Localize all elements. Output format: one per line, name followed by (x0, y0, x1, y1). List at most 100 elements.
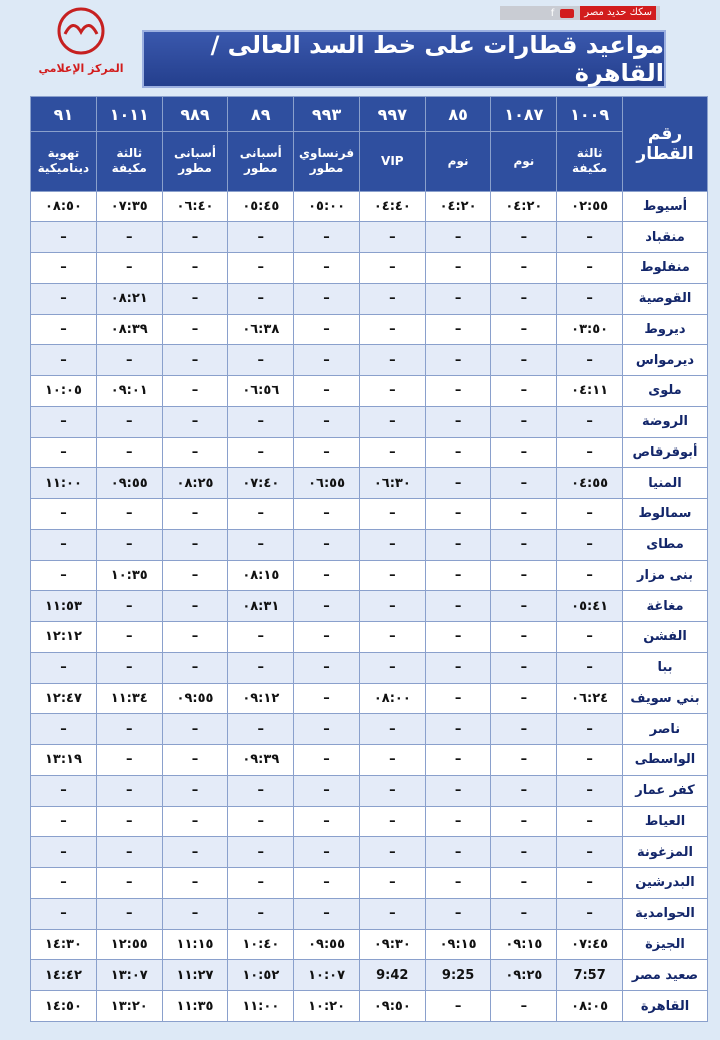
departure-time: ١٠:٥٢ (227, 959, 295, 992)
departure-time: – (227, 221, 295, 254)
departure-time: – (95, 590, 163, 623)
departure-time: – (30, 805, 97, 838)
departure-time: – (293, 221, 360, 254)
departure-time: – (358, 221, 426, 254)
departure-time: – (424, 467, 492, 500)
departure-time: ٠٤:٥٥ (556, 467, 623, 500)
departure-time: – (490, 682, 558, 715)
departure-time: – (424, 774, 492, 807)
departure-time: – (293, 405, 360, 438)
departure-time: – (95, 221, 163, 254)
departure-time: – (358, 744, 426, 776)
station-row: البدرشين – – – – – – – – – (30, 867, 708, 899)
station-row: الروضة – – – – – – – – – (30, 405, 708, 438)
social-bar: f سكك حديد مصر (500, 6, 660, 20)
departure-time: – (490, 282, 558, 315)
departure-time: – (358, 344, 426, 377)
departure-time: – (293, 897, 360, 930)
station-row: القوصية – – – – – – –٠٨:٢١– (30, 282, 708, 315)
departure-time: ٠٧:٣٥ (95, 190, 163, 223)
departure-time: – (358, 867, 426, 899)
station-name: بنى مزار (622, 559, 708, 592)
station-name: المنيا (622, 467, 708, 500)
departure-time: – (161, 805, 229, 838)
station-name: ببا (622, 651, 708, 684)
departure-time: – (227, 621, 295, 653)
departure-time: ٠٥:٠٠ (293, 190, 360, 223)
departure-time: ٠٦:٥٥ (293, 467, 360, 500)
departure-time: – (293, 498, 360, 530)
station-name: القوصية (622, 282, 708, 315)
logo-emblem (57, 7, 105, 55)
youtube-icon (560, 8, 575, 18)
train-type: تهوية ديناميكية (30, 131, 97, 192)
departure-time: – (30, 651, 97, 684)
departure-time: – (227, 436, 295, 469)
departure-time: – (161, 774, 229, 807)
departure-time: – (556, 559, 623, 592)
train-type: نوم (490, 131, 558, 192)
station-name: المزغونة (622, 836, 708, 869)
departure-time: – (161, 528, 229, 561)
station-row: ببا – – – – – – – – – (30, 651, 708, 684)
departure-time: – (227, 805, 295, 838)
departure-time: – (227, 713, 295, 746)
departure-time: – (227, 774, 295, 807)
departure-time: – (30, 713, 97, 746)
departure-time: – (161, 836, 229, 869)
departure-time: – (358, 590, 426, 623)
departure-time: – (490, 744, 558, 776)
departure-time: ٠٨:٢٥ (161, 467, 229, 500)
station-name: منقباد (622, 221, 708, 254)
departure-time: ٠٤:١١ (556, 375, 623, 407)
departure-time: – (227, 528, 295, 561)
station-name: ملوى (622, 375, 708, 407)
departure-time: – (95, 621, 163, 653)
departure-time: – (424, 621, 492, 653)
departure-time: ٠٨:٣١ (227, 590, 295, 623)
departure-time: – (556, 621, 623, 653)
departure-time: – (490, 436, 558, 469)
departure-time: ٠٦:٣٨ (227, 313, 295, 346)
departure-time: – (30, 344, 97, 377)
departure-time: – (161, 621, 229, 653)
departure-time: – (227, 867, 295, 899)
station-row: منقباد – – – – – – – – – (30, 221, 708, 254)
station-name: بني سويف (622, 682, 708, 715)
departure-time: – (490, 867, 558, 899)
departure-time: – (424, 405, 492, 438)
departure-time: – (490, 467, 558, 500)
station-row: صعيد مصر 7:57 ٠٩:٢٥ 9:25 9:42 ١٠:٠٧ ١٠:٥٢ ١١:٢٧… (30, 959, 708, 992)
train-type: نوم (424, 131, 492, 192)
station-name: الواسطى (622, 744, 708, 776)
departure-time: – (424, 990, 492, 1022)
departure-time: – (30, 867, 97, 899)
departure-time: – (424, 375, 492, 407)
departure-time: ٠٩:٠١ (95, 375, 163, 407)
departure-time: – (556, 744, 623, 776)
departure-time: ١٣:٢٠ (95, 990, 163, 1022)
station-row: الحوامدية – – – – – – – – – (30, 897, 708, 930)
departure-time: – (556, 498, 623, 530)
departure-time: – (293, 805, 360, 838)
departure-time: – (95, 805, 163, 838)
station-name: الجيزة (622, 928, 708, 961)
departure-time: – (358, 774, 426, 807)
station-row: ديرمواس – – – – – – – – – (30, 344, 708, 377)
departure-time: – (490, 836, 558, 869)
departure-time: ٠٤:٢٠ (424, 190, 492, 223)
departure-time: – (490, 221, 558, 254)
departure-time: – (95, 344, 163, 377)
departure-time: ٠٨:٣٩ (95, 313, 163, 346)
departure-time: ١٢:٥٥ (95, 928, 163, 961)
station-name: مطاى (622, 528, 708, 561)
departure-time: 9:25 (424, 959, 492, 992)
departure-time: ٠٦:٤٠ (161, 190, 229, 223)
departure-time: – (293, 375, 360, 407)
departure-time: 9:42 (358, 959, 426, 992)
departure-time: – (490, 713, 558, 746)
departure-time: ٠٦:٢٤ (556, 682, 623, 715)
departure-time: ٠٥:٤٥ (227, 190, 295, 223)
station-row: الفشن – – – – – – – –١٢:١٢ (30, 621, 708, 653)
station-row: ديروط ٠٣:٥٠– – – –٠٦:٣٨–٠٨:٣٩– (30, 313, 708, 346)
